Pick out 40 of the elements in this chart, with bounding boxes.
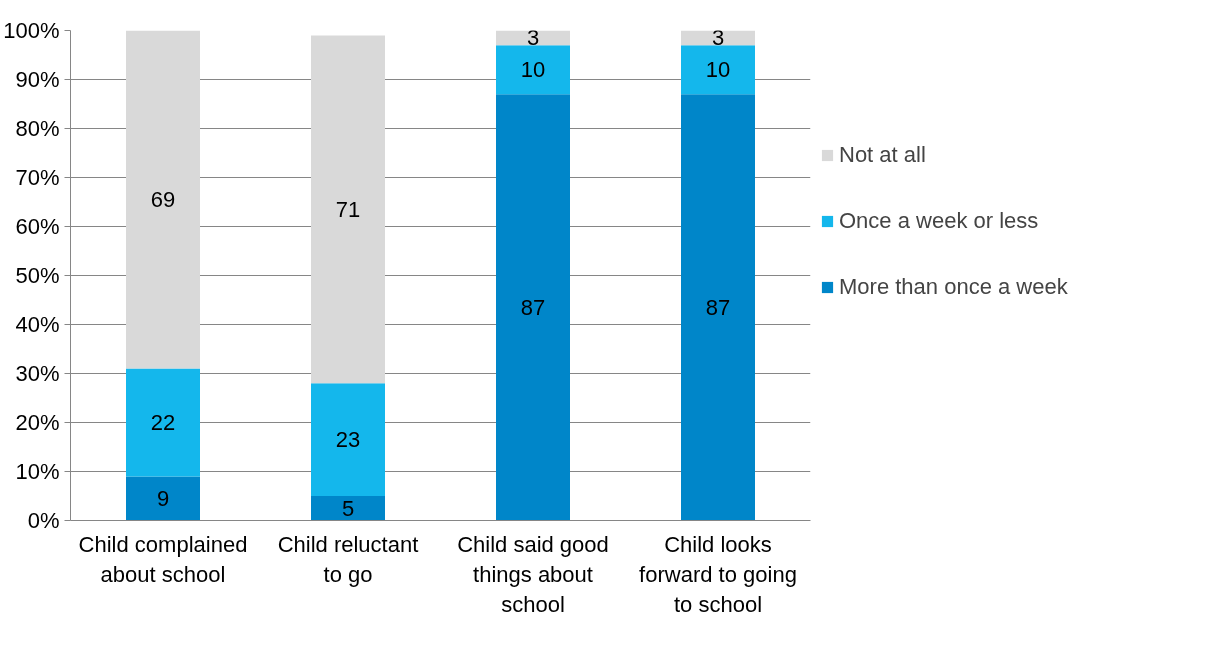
- legend-label: Once a week or less: [839, 208, 1039, 234]
- legend-label: More than once a week: [839, 274, 1068, 300]
- data-label: 3: [711, 25, 725, 51]
- y-tick-label: 50%: [15, 263, 60, 288]
- data-label: 3: [526, 25, 540, 51]
- y-tick-label: 10%: [15, 459, 60, 484]
- bar: [681, 94, 755, 521]
- x-tick-label: Child complained about school: [78, 531, 248, 587]
- bar: [681, 45, 755, 95]
- data-label: 10: [705, 57, 731, 83]
- y-tick-label: 20%: [15, 410, 60, 435]
- y-tick-label: 60%: [15, 214, 60, 239]
- bar: [126, 30, 200, 369]
- data-label: 10: [520, 57, 546, 83]
- y-tick-label: 70%: [15, 165, 60, 190]
- bar: [311, 496, 385, 521]
- bar: [496, 45, 570, 95]
- bar: [496, 94, 570, 521]
- y-tick-label: 80%: [15, 116, 60, 141]
- data-label: 9: [156, 485, 170, 511]
- x-tick-label: Child looks forward to going to school: [639, 531, 797, 617]
- data-label: 5: [341, 495, 355, 521]
- data-label: 71: [335, 196, 361, 222]
- y-tick-label: 30%: [15, 361, 60, 386]
- bar: [126, 476, 200, 521]
- bar: [311, 383, 385, 496]
- y-tick-label: 40%: [15, 312, 60, 337]
- y-tick-label: 0%: [27, 508, 60, 533]
- legend-label: Not at all: [839, 142, 927, 168]
- bar: [311, 35, 385, 384]
- x-tick-label: Child reluctant to go: [277, 531, 419, 587]
- data-label: 87: [705, 294, 731, 320]
- data-label: 23: [335, 427, 361, 453]
- data-label: 22: [150, 410, 176, 435]
- y-tick-label: 100%: [3, 18, 60, 43]
- x-tick-label: Child said good things about school: [457, 531, 609, 617]
- data-label: 87: [520, 294, 546, 320]
- data-label: 69: [150, 187, 176, 213]
- bar: [126, 368, 200, 477]
- y-tick-label: 90%: [15, 67, 60, 92]
